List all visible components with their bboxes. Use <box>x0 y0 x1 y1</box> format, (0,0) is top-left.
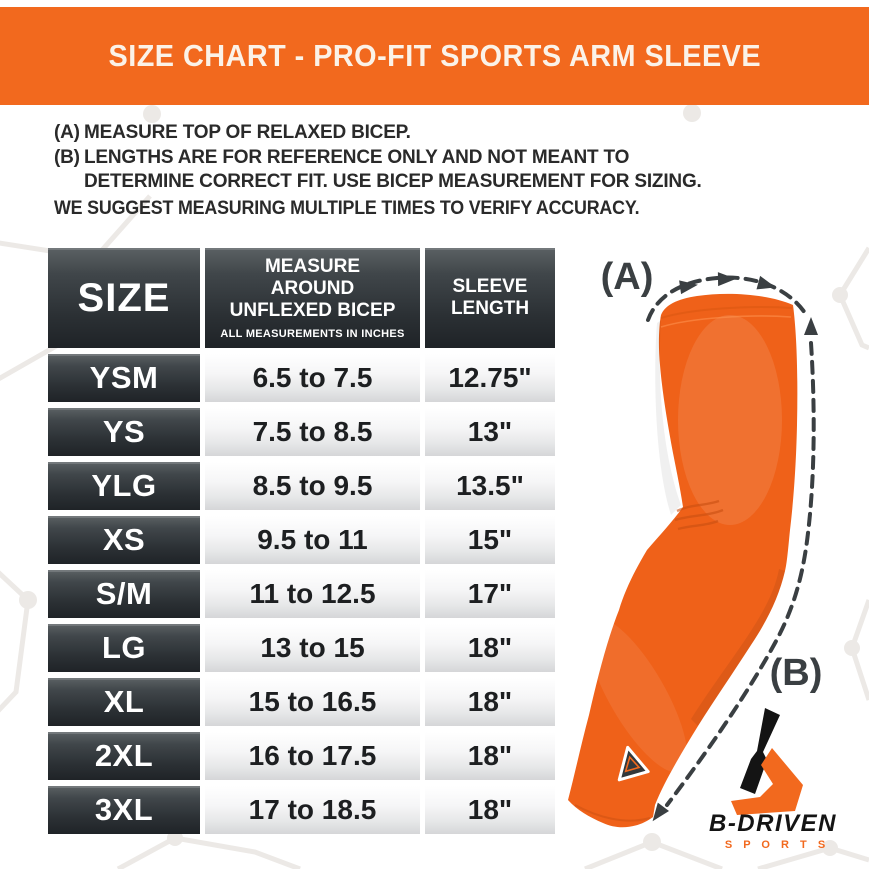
arm-sleeve-illustration: (A) (B) <box>568 256 823 828</box>
note-b-prefix: (B) <box>54 146 80 168</box>
size-table: SIZE MEASURE AROUND UNFLEXED BICEP ALL M… <box>48 248 555 834</box>
table-cell-size: 3XL <box>48 786 200 834</box>
table-cell-size: XS <box>48 516 200 564</box>
column-header-sleeve-length: SLEEVE LENGTH <box>425 248 555 348</box>
table-cell-bicep: 16 to 17.5 <box>205 732 420 780</box>
table-cell-length: 18" <box>425 786 555 834</box>
table-cell-length: 18" <box>425 732 555 780</box>
brand-name: B-DRIVEN <box>709 810 837 837</box>
arrowhead-right-icon <box>756 275 776 290</box>
measure-a-arrow <box>646 272 807 322</box>
table-cell-bicep: 13 to 15 <box>205 624 420 672</box>
table-cell-bicep: 15 to 16.5 <box>205 678 420 726</box>
table-cell-size: YLG <box>48 462 200 510</box>
table-cell-bicep: 8.5 to 9.5 <box>205 462 420 510</box>
table-cell-length: 18" <box>425 624 555 672</box>
table-cell-length: 13.5" <box>425 462 555 510</box>
table-cell-length: 17" <box>425 570 555 618</box>
label-a: (A) <box>601 256 654 298</box>
table-cell-length: 18" <box>425 678 555 726</box>
arm-diagram: (A) (B) <box>565 225 869 869</box>
note-a-text: MEASURE TOP OF RELAXED BICEP. <box>84 122 411 143</box>
table-cell-length: 13" <box>425 408 555 456</box>
arrowhead-right-icon <box>679 280 698 295</box>
table-cell-size: YSM <box>48 354 200 402</box>
b-driven-logo: B-DRIVEN S P O R T S <box>709 708 837 851</box>
arrowhead-up-icon <box>804 317 818 335</box>
note-a-prefix: (A) <box>54 122 80 143</box>
note-footer: WE SUGGEST MEASURING MULTIPLE TIMES TO V… <box>54 197 640 219</box>
note-a: (A) MEASURE TOP OF RELAXED BICEP. <box>54 121 714 146</box>
brand-tagline: S P O R T S <box>725 839 829 851</box>
table-cell-size: 2XL <box>48 732 200 780</box>
table-cell-size: S/M <box>48 570 200 618</box>
elbow-wrinkles <box>674 499 724 531</box>
brand-logo: B-DRIVEN S P O R T S <box>695 702 865 857</box>
arrowhead-right-icon <box>717 272 736 287</box>
table-cell-size: XL <box>48 678 200 726</box>
column-header-bicep: MEASURE AROUND UNFLEXED BICEP ALL MEASUR… <box>205 248 420 348</box>
table-cell-size: LG <box>48 624 200 672</box>
table-cell-bicep: 7.5 to 8.5 <box>205 408 420 456</box>
title-bar: SIZE CHART - PRO-FIT SPORTS ARM SLEEVE <box>0 7 869 105</box>
arrowhead-down-icon <box>652 802 670 822</box>
table-cell-bicep: 11 to 12.5 <box>205 570 420 618</box>
sleeve-patch-logo <box>617 745 650 782</box>
note-b-line2: DETERMINE CORRECT FIT. USE BICEP MEASURE… <box>84 171 702 192</box>
note-b-line1: LENGTHS ARE FOR REFERENCE ONLY AND NOT M… <box>84 146 630 168</box>
table-cell-length: 12.75" <box>425 354 555 402</box>
note-b-text: LENGTHS ARE FOR REFERENCE ONLY AND NOT M… <box>84 146 702 195</box>
table-cell-bicep: 17 to 18.5 <box>205 786 420 834</box>
table-cell-size: YS <box>48 408 200 456</box>
logo-mark-icon <box>731 708 803 815</box>
table-cell-bicep: 9.5 to 11 <box>205 516 420 564</box>
measure-b-arrow <box>652 317 818 822</box>
table-cell-bicep: 6.5 to 7.5 <box>205 354 420 402</box>
note-b: (B) LENGTHS ARE FOR REFERENCE ONLY AND N… <box>54 146 714 195</box>
page-title: SIZE CHART - PRO-FIT SPORTS ARM SLEEVE <box>108 38 761 73</box>
sleeve-shape <box>568 293 798 828</box>
table-cell-length: 15" <box>425 516 555 564</box>
measurement-notes: (A) MEASURE TOP OF RELAXED BICEP. (B) LE… <box>54 121 714 221</box>
column-header-size: SIZE <box>48 248 200 348</box>
label-b: (B) <box>770 652 823 694</box>
